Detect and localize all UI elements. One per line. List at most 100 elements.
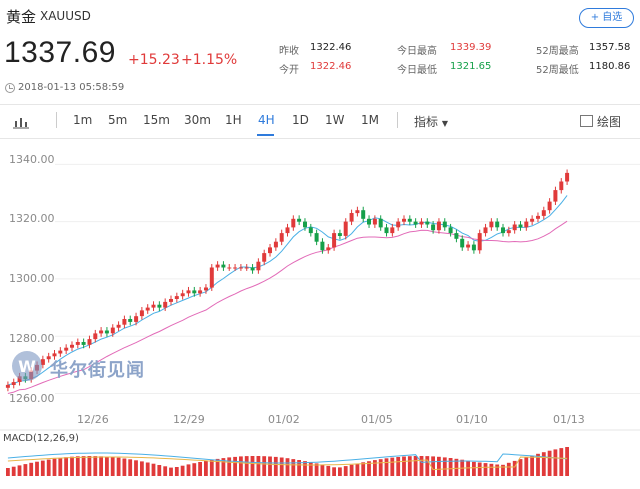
- y-tick-label: 1320.00: [9, 212, 55, 225]
- candle: [116, 324, 121, 328]
- macd-bar: [477, 462, 482, 476]
- candle: [530, 218, 535, 222]
- macd-bar: [553, 449, 558, 476]
- timeframe-30m[interactable]: 30m: [184, 113, 211, 127]
- macd-bar: [151, 463, 156, 476]
- indicator-menu[interactable]: 指标 ▼: [414, 113, 448, 130]
- candle: [512, 224, 517, 231]
- macd-dif-line: [7, 452, 568, 464]
- candle: [81, 342, 86, 345]
- macd-bar: [157, 465, 162, 476]
- macd-bar: [489, 463, 494, 476]
- stat-value-day-high: 1339.39: [450, 42, 492, 53]
- candle: [396, 221, 401, 228]
- macd-bar: [128, 459, 133, 476]
- macd-bar: [186, 464, 191, 476]
- candle: [93, 333, 98, 340]
- candle: [501, 227, 505, 234]
- candle: [448, 227, 453, 234]
- candle: [489, 221, 494, 228]
- candle: [215, 264, 220, 268]
- add-watchlist-button[interactable]: + 自选: [579, 8, 634, 28]
- macd-bar: [40, 460, 45, 476]
- timeframe-15m[interactable]: 15m: [143, 113, 170, 127]
- stat-value-day-low: 1321.65: [450, 61, 492, 72]
- macd-bar: [559, 448, 564, 476]
- stat-label-day-high: 今日最高: [397, 46, 437, 57]
- instrument-name: 黄金: [6, 8, 37, 26]
- ma-pink-line: [7, 220, 568, 394]
- timeframe-1d[interactable]: 1D: [292, 113, 309, 127]
- macd-bar: [81, 456, 86, 476]
- macd-bar: [244, 456, 249, 476]
- timeframe-1w[interactable]: 1W: [325, 113, 345, 127]
- candle: [559, 181, 564, 191]
- macd-bar: [326, 465, 331, 476]
- candle: [157, 304, 162, 308]
- svg-text:W: W: [18, 357, 36, 376]
- candle: [198, 290, 203, 294]
- candle: [308, 227, 313, 234]
- draw-icon[interactable]: [580, 115, 593, 127]
- macd-bar: [17, 465, 22, 476]
- stat-label-open: 今开: [279, 65, 299, 76]
- candle: [233, 267, 238, 269]
- toolbar-divider-top: [0, 104, 640, 105]
- candle: [145, 307, 150, 311]
- macd-bar: [361, 462, 366, 476]
- candle: [17, 376, 22, 382]
- candle: [99, 330, 104, 334]
- macd-bar: [93, 456, 98, 476]
- macd-bar: [332, 467, 336, 476]
- candle: [11, 382, 16, 385]
- macd-bar: [268, 456, 272, 476]
- candle: [297, 218, 302, 222]
- candle: [192, 290, 197, 294]
- candle: [110, 327, 115, 334]
- macd-bar: [355, 463, 360, 476]
- candle: [238, 267, 243, 269]
- timeframe-4h[interactable]: 4H: [258, 113, 275, 127]
- candle: [227, 267, 232, 269]
- macd-bar: [116, 457, 121, 476]
- timeframe-1m[interactable]: 1m: [73, 113, 93, 127]
- timeframe-1mo[interactable]: 1M: [361, 113, 379, 127]
- candle: [332, 233, 337, 248]
- macd-bar: [343, 466, 348, 476]
- candle: [541, 210, 546, 216]
- candle: [75, 342, 80, 345]
- candle: [460, 238, 465, 248]
- candle: [291, 218, 296, 228]
- macd-bar: [221, 458, 226, 476]
- macd-bar: [308, 462, 313, 476]
- macd-bar: [413, 456, 418, 476]
- macd-bar: [367, 461, 371, 476]
- macd-bar: [105, 456, 109, 476]
- price-change: +15.23: [128, 52, 180, 68]
- macd-bar: [87, 456, 92, 476]
- candle: [244, 267, 249, 269]
- candle: [46, 356, 51, 360]
- timeframe-1h[interactable]: 1H: [225, 113, 242, 127]
- draw-button[interactable]: 绘图: [597, 115, 622, 129]
- candle: [151, 304, 156, 308]
- macd-bar: [209, 459, 214, 476]
- candle: [390, 227, 395, 234]
- candle: [326, 247, 331, 251]
- stat-label-day-low: 今日最低: [397, 65, 437, 76]
- macd-bar: [122, 458, 127, 476]
- candle: [378, 218, 383, 228]
- candle: [174, 296, 179, 299]
- macd-bar: [402, 456, 406, 476]
- timeframe-5m[interactable]: 5m: [108, 113, 128, 127]
- macd-bar: [512, 460, 517, 476]
- x-tick-label: 01/10: [456, 413, 488, 426]
- candle: [477, 233, 482, 251]
- macd-bar: [11, 466, 16, 476]
- stat-value-open: 1322.46: [310, 61, 352, 72]
- indicator-label: 指标: [414, 115, 439, 129]
- macd-bar: [483, 463, 488, 476]
- stat-label-52w-low: 52周最低: [536, 65, 579, 76]
- candlestick-type-icon[interactable]: [12, 115, 30, 129]
